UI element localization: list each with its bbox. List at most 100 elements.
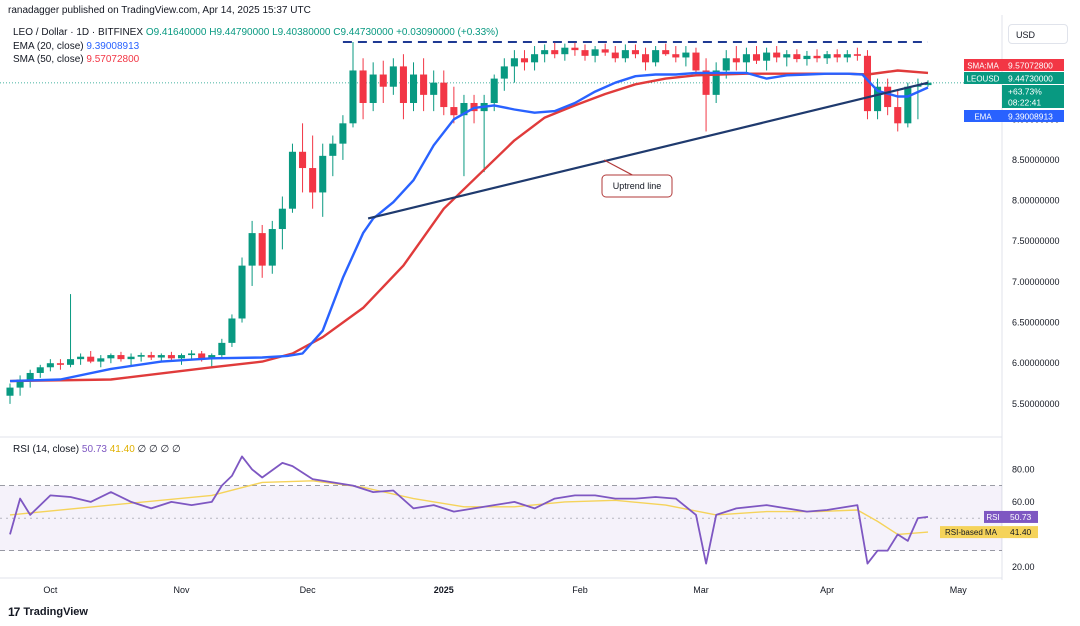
- candle-body[interactable]: [702, 70, 710, 95]
- candle-body[interactable]: [167, 355, 175, 359]
- candle-body[interactable]: [823, 54, 831, 59]
- candle-body[interactable]: [420, 74, 428, 95]
- candle-body[interactable]: [288, 151, 296, 209]
- candle-body[interactable]: [773, 52, 781, 58]
- candle-body[interactable]: [379, 74, 387, 87]
- candle-body[interactable]: [611, 52, 619, 59]
- candle-body[interactable]: [803, 55, 811, 60]
- uptrend-callout-label: Uptrend line: [613, 181, 662, 191]
- candle-body[interactable]: [450, 107, 458, 116]
- candle-body[interactable]: [399, 66, 407, 103]
- candle-body[interactable]: [107, 355, 115, 359]
- rsi-line[interactable]: [9, 455, 929, 565]
- candle-body[interactable]: [863, 55, 872, 112]
- candle-body[interactable]: [117, 355, 125, 360]
- candle-body[interactable]: [692, 52, 700, 71]
- candle-body[interactable]: [631, 50, 639, 55]
- candle-body[interactable]: [177, 355, 186, 359]
- candle-body[interactable]: [510, 58, 518, 67]
- candle-body[interactable]: [601, 49, 609, 53]
- candle-body[interactable]: [359, 70, 367, 103]
- axis-tag-name-text: SMA:MA: [967, 62, 999, 71]
- candle-body[interactable]: [258, 233, 266, 266]
- candle-body[interactable]: [6, 387, 14, 396]
- candle-body[interactable]: [369, 74, 377, 103]
- candle-body[interactable]: [551, 50, 559, 55]
- candle-body[interactable]: [652, 50, 660, 63]
- candle-body[interactable]: [833, 54, 841, 58]
- candle-body[interactable]: [409, 74, 418, 103]
- candle-body[interactable]: [783, 54, 791, 58]
- candle-body[interactable]: [329, 143, 337, 156]
- rsi-tag-name-text: RSI: [986, 513, 999, 522]
- candle-body[interactable]: [682, 52, 690, 58]
- candle-body[interactable]: [752, 54, 761, 61]
- candle-body[interactable]: [591, 49, 599, 56]
- candle-body[interactable]: [763, 52, 771, 61]
- candle-body[interactable]: [843, 54, 851, 58]
- candle-body[interactable]: [389, 66, 397, 87]
- ema-legend-label: EMA (20, close): [13, 41, 84, 52]
- candle-body[interactable]: [793, 54, 801, 60]
- candle-body[interactable]: [26, 372, 34, 380]
- candle-body[interactable]: [299, 151, 307, 169]
- candle-body[interactable]: [137, 355, 145, 357]
- candle-body[interactable]: [127, 356, 135, 360]
- candle-body[interactable]: [460, 102, 468, 116]
- candle-body[interactable]: [218, 342, 226, 356]
- candle-body[interactable]: [662, 50, 670, 55]
- candle-body[interactable]: [672, 54, 680, 58]
- candle-body[interactable]: [621, 50, 629, 59]
- candle-body[interactable]: [571, 47, 579, 51]
- candle-body[interactable]: [561, 47, 569, 55]
- candle-body[interactable]: [77, 356, 85, 360]
- candle-body[interactable]: [642, 54, 650, 63]
- candle-body[interactable]: [319, 155, 327, 193]
- candle-body[interactable]: [904, 86, 912, 124]
- candle-body[interactable]: [238, 265, 246, 319]
- candle-body[interactable]: [16, 379, 24, 388]
- candle-body[interactable]: [531, 54, 539, 63]
- candle-body[interactable]: [248, 233, 256, 266]
- candle-body[interactable]: [278, 208, 286, 230]
- candle-body[interactable]: [157, 355, 165, 358]
- candle-body[interactable]: [46, 363, 54, 368]
- candle-body[interactable]: [309, 168, 317, 193]
- candle-body[interactable]: [188, 353, 196, 356]
- candle-body[interactable]: [732, 58, 740, 63]
- candle-body[interactable]: [430, 82, 438, 95]
- candle-body[interactable]: [894, 107, 902, 124]
- candle-body[interactable]: [874, 86, 882, 112]
- candle-body[interactable]: [198, 353, 206, 360]
- candle-body[interactable]: [712, 70, 720, 95]
- candle-body[interactable]: [500, 66, 508, 79]
- candle-body[interactable]: [541, 50, 549, 55]
- candle-body[interactable]: [268, 229, 276, 266]
- ohlc-change: +0.03090000 (+0.33%): [396, 27, 499, 38]
- candle-body[interactable]: [490, 78, 498, 103]
- candle-body[interactable]: [66, 359, 75, 365]
- candle-body[interactable]: [520, 58, 529, 63]
- candle-body[interactable]: [924, 82, 932, 86]
- candle-body[interactable]: [228, 318, 236, 343]
- uptrend-line[interactable]: [367, 81, 929, 220]
- candle-body[interactable]: [97, 358, 105, 362]
- rsi-ma-tag-name: [940, 526, 1002, 539]
- ema-20-line[interactable]: [9, 71, 929, 383]
- candle-body[interactable]: [147, 355, 155, 358]
- candle-body[interactable]: [813, 55, 821, 59]
- candle-body[interactable]: [339, 123, 347, 144]
- candle-body[interactable]: [581, 50, 589, 56]
- candle-body[interactable]: [56, 363, 64, 365]
- ohlc-low: L9.40380000: [272, 27, 331, 38]
- candle-body[interactable]: [440, 82, 448, 108]
- candle-body[interactable]: [742, 54, 750, 63]
- candle-body[interactable]: [36, 367, 44, 373]
- candle-body[interactable]: [884, 86, 892, 108]
- candle-body[interactable]: [853, 54, 861, 56]
- candle-body[interactable]: [87, 356, 95, 362]
- candle-body[interactable]: [722, 58, 730, 71]
- currency-button[interactable]: USD: [1008, 24, 1068, 44]
- candle-body[interactable]: [349, 70, 357, 124]
